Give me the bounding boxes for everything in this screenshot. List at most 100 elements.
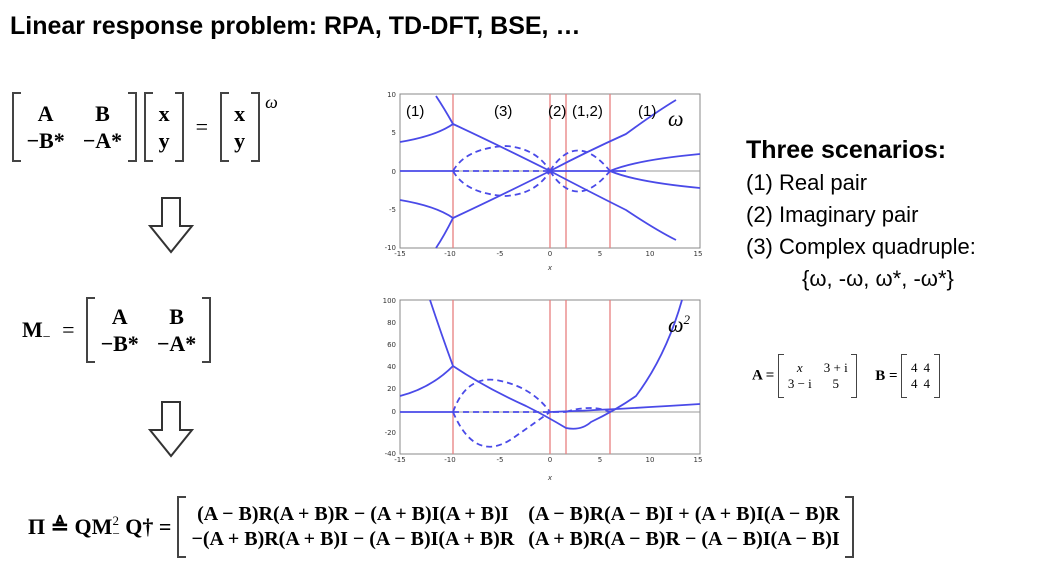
bracket-left [144,92,154,162]
y-tick-label: 0 [392,168,396,176]
y-tick-label: -40 [385,450,396,458]
region-label: (1) [638,103,656,120]
matrix-entry: 3 + i [823,359,848,375]
matrix-entry: 5 [832,376,839,391]
y-tick-label: 40 [387,363,396,371]
example-matrices: A = x 3 + i 3 − i 5 B = 4 4 4 4 [752,354,940,398]
bracket-left [176,496,186,558]
matrix-entry: 3 − i [787,376,812,391]
scenario-item: (3) Complex quadruple: [746,234,976,259]
omega-symbol: ω [668,106,684,131]
pi-superscript: 2 [112,513,119,528]
omega-squared-symbol: ω2 [668,312,691,337]
equals-sign: = [195,114,209,139]
x-tick-label: 15 [694,456,703,464]
scenarios-heading: Three scenarios: [746,136,947,164]
x-tick-label: -5 [497,456,504,464]
m-minus-subscript: − [42,330,51,345]
y-tick-label: 80 [387,319,396,327]
pi-subscript: − [112,526,120,541]
scenario-item: (1) Real pair [746,170,868,195]
x-axis-label: x [547,264,553,272]
vector-entry: x [158,100,170,126]
x-tick-label: -10 [444,250,455,258]
matrix-entry: 4 [923,359,931,375]
x-tick-label: 10 [646,456,655,464]
pi-rest: Q† = [125,514,172,539]
matrix-entry: A [37,100,54,126]
x-tick-label: -10 [444,456,455,464]
bracket-right [175,92,185,162]
matrix-entry: A [111,303,128,329]
down-arrow-icon [148,401,194,458]
scenarios-panel: Three scenarios: (1) Real pair (2) Imagi… [746,133,976,295]
matrix-entry: −B* [100,331,139,356]
y-tick-label: 20 [387,385,396,393]
vector-entry: y [234,128,246,153]
matrix-entry: −(A + B)R(A + B)I − (A − B)I(A + B)R [191,528,515,550]
m-minus-definition: M− = A B −B* −A* [22,297,211,363]
x-tick-label: -15 [394,250,405,258]
matrix-entry: −B* [26,128,65,153]
matrix-entry: (A + B)R(A − B)R − (A − B)I(A − B)I [528,528,840,550]
b-label: B = [875,367,898,384]
x-tick-label: -5 [497,250,504,258]
y-tick-label: 10 [387,91,396,99]
scenario-item: (2) Imaginary pair [746,202,919,227]
bracket-right [851,354,858,398]
pi-lhs: Π ≜ QM [28,514,113,539]
equals-sign: = [62,317,75,342]
slide-title: Linear response problem: RPA, TD-DFT, BS… [10,12,581,40]
bracket-left [901,354,908,398]
matrix-entry: −A* [156,331,197,356]
region-label: (1) [406,103,424,120]
region-label: (1,2) [572,103,603,120]
x-axis-label: x [547,474,553,482]
x-tick-label: 15 [694,250,703,258]
down-arrow-icon [148,197,194,254]
eigen-equation: A B −B* −A* x y = x y ω [12,92,278,162]
matrix-entry: 4 [911,376,918,391]
omega-superscript: 2 [684,312,691,327]
x-tick-label: 5 [598,250,602,258]
omega-symbol: ω [265,92,278,112]
matrix-entry: x [796,359,803,375]
bracket-left [778,354,785,398]
y-tick-label: -10 [385,244,396,252]
y-tick-label: 5 [392,129,396,137]
vector-entry: x [234,100,246,126]
matrix-entry: −A* [82,128,123,153]
bracket-right [201,297,211,363]
region-label: (3) [494,103,512,120]
quadruple-set: {ω, -ω, ω*, -ω*} [802,266,954,291]
y-tick-label: 0 [392,408,396,416]
bracket-left [12,92,21,162]
omega-plot: (1) (3) (2) (1,2) (1) ω -15 -10 -5 0 5 1… [385,91,703,272]
x-tick-label: -15 [394,456,405,464]
bracket-right [845,496,855,558]
x-tick-label: 5 [598,456,602,464]
m-minus-symbol: M [22,317,43,342]
x-tick-label: 0 [548,456,552,464]
matrix-entry: B [169,303,184,329]
bracket-right [933,354,940,398]
bracket-right [250,92,260,162]
bracket-left [219,92,229,162]
vector-entry: y [158,128,170,153]
y-tick-label: 100 [383,297,396,305]
matrix-entry: B [95,100,110,126]
matrix-entry: (A − B)R(A + B)R − (A + B)I(A + B)I [197,503,509,525]
x-tick-label: 0 [548,250,552,258]
bracket-right [127,92,137,162]
matrix-entry: (A − B)R(A − B)I + (A + B)I(A − B)R [528,503,840,525]
matrix-entry: 4 [911,359,918,375]
y-tick-label: 60 [387,341,396,349]
omega-symbol: ω [668,312,684,337]
pi-matrix-equation: Π ≜ QM 2− Q† = (A − B)R(A + B)R − (A + B)… [28,496,855,558]
bracket-left [86,297,96,363]
y-tick-label: -5 [389,206,396,214]
region-label: (2) [548,103,566,120]
a-label: A = [752,367,775,384]
omega-squared-plot: ω2 -15 -10 -5 0 5 10 15 100 80 60 40 20 … [383,297,703,482]
y-tick-label: -20 [385,429,396,437]
